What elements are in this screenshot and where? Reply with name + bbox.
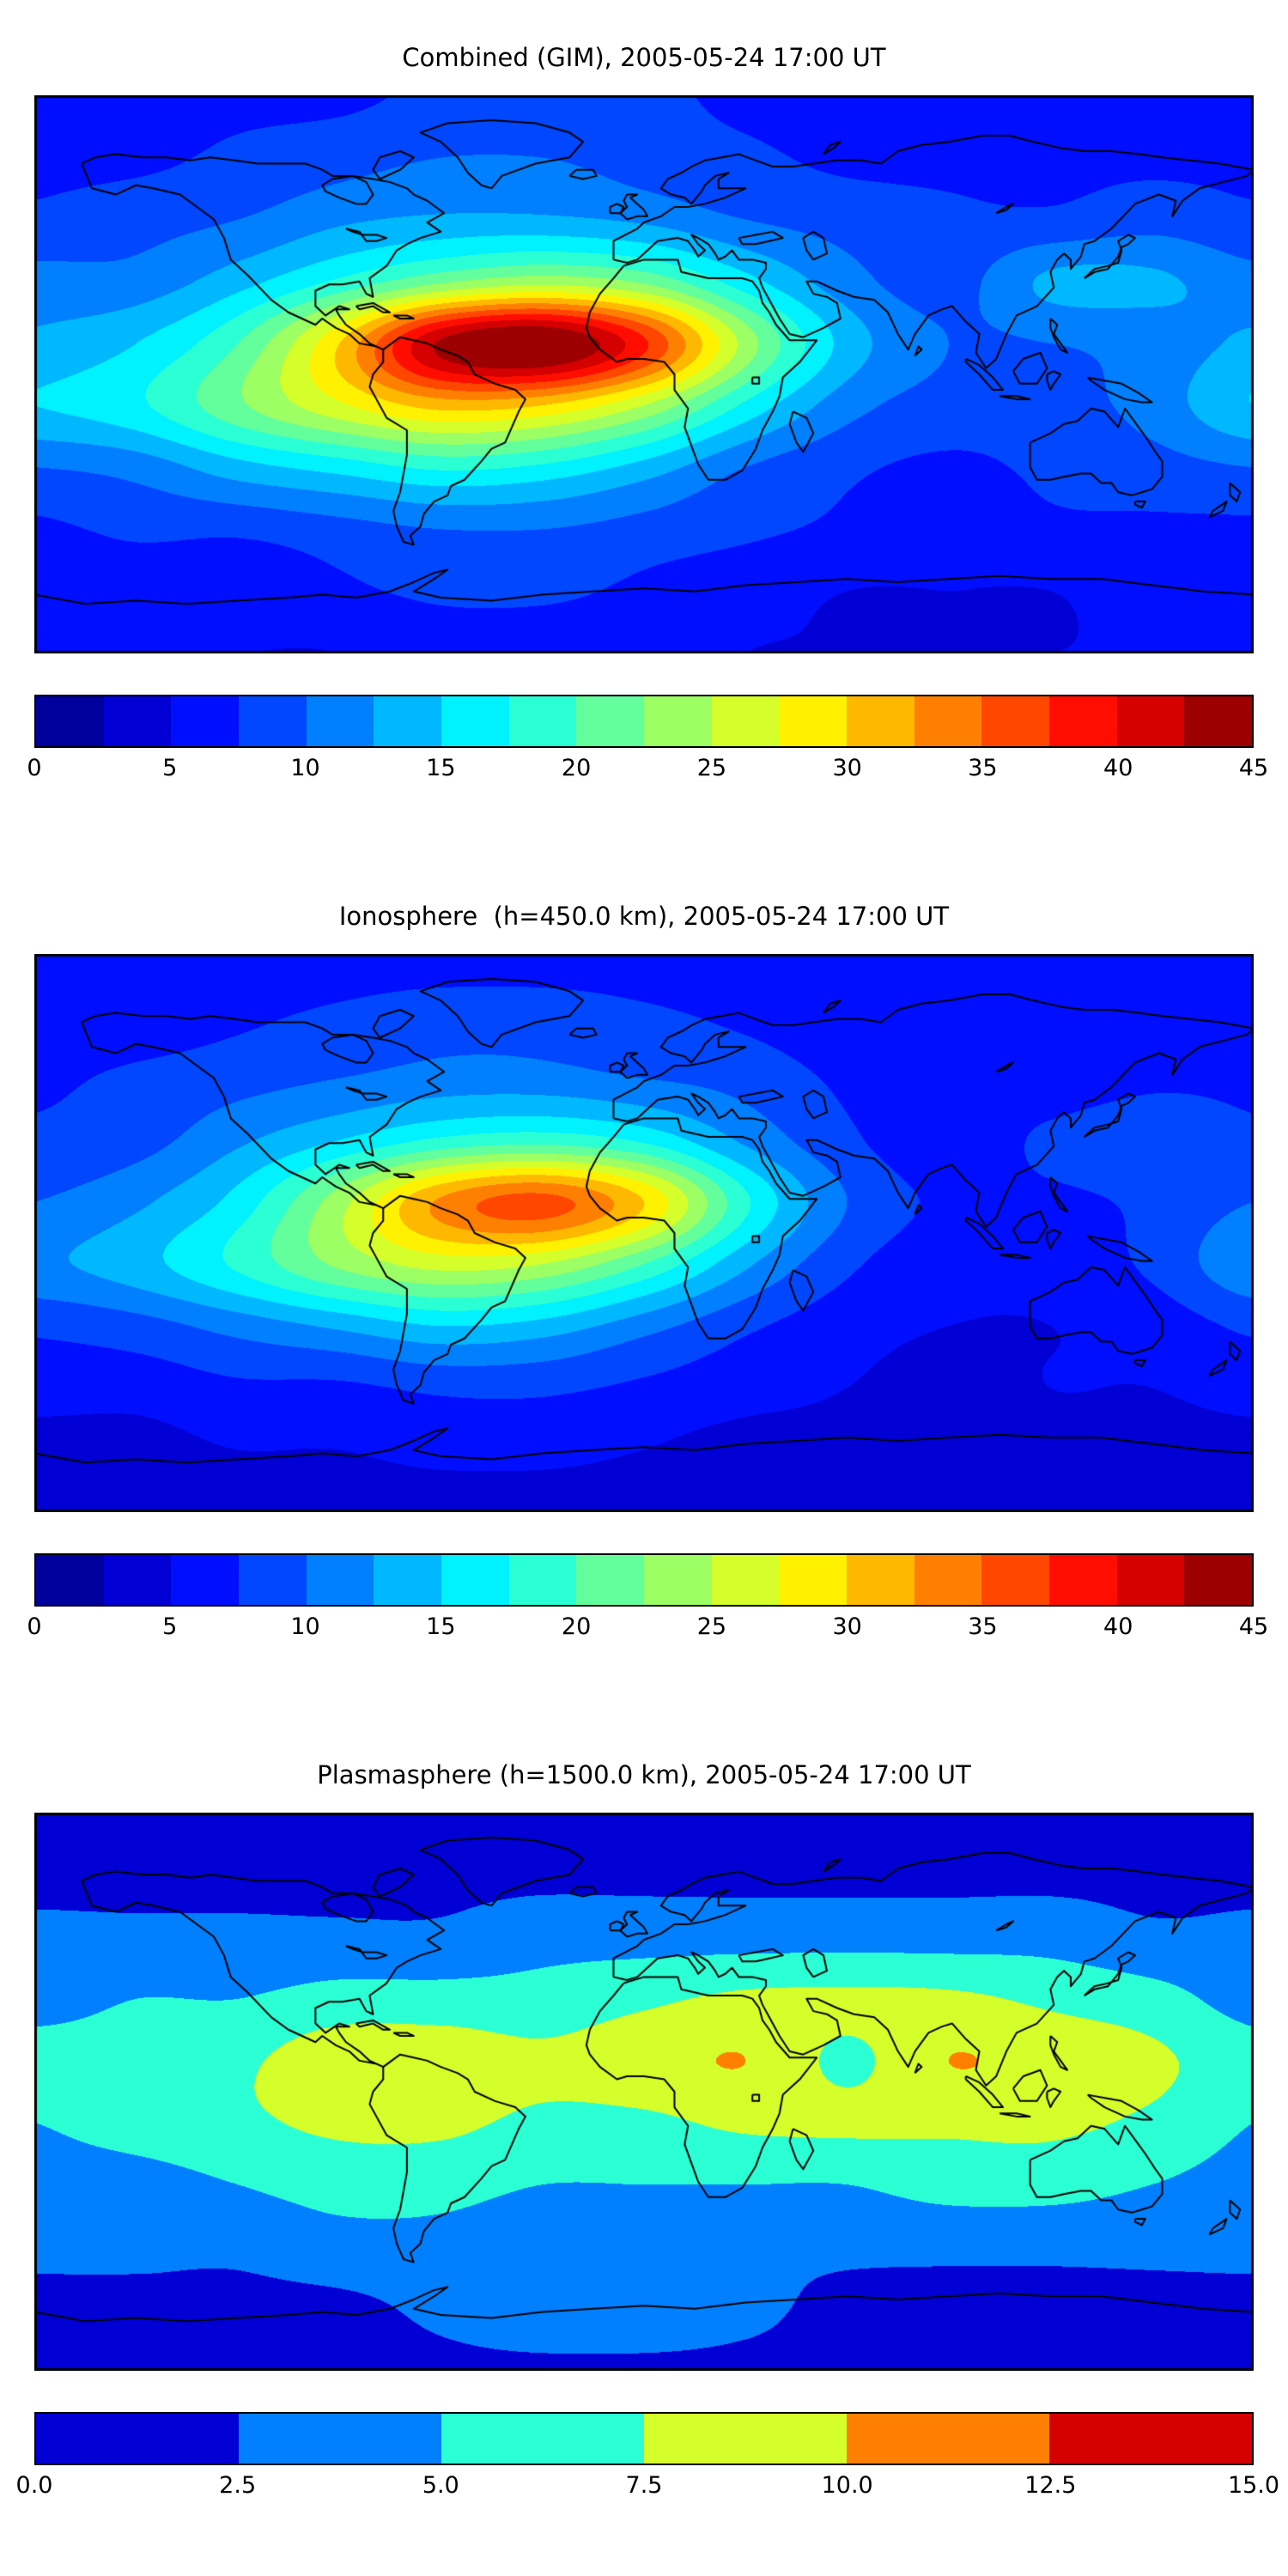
colorbar-cells [34, 1552, 1254, 1607]
colorbar-ionosphere: 0 5 10 15 20 25 30 35 40 45 [27, 1552, 1268, 1648]
colorbar-tick-label: 35 [968, 754, 998, 781]
colorbar-cell [1116, 1554, 1185, 1605]
colorbar-cell [1116, 696, 1185, 746]
colorbar-cell [1049, 2413, 1252, 2464]
colorbar-ticks: 0 5 10 15 20 25 30 35 40 45 [27, 1613, 1268, 1648]
colorbar-cell [981, 696, 1050, 746]
colorbar-tick-label: 45 [1238, 754, 1269, 781]
colorbar-cells [34, 694, 1254, 748]
map-ionosphere [34, 953, 1254, 1512]
panel-ionosphere: Ionosphere (h=450.0 km), 2005-05-24 17:0… [0, 859, 1288, 1717]
colorbar-cell [711, 696, 780, 746]
colorbar-cell [508, 696, 577, 746]
colorbar-cell [171, 696, 240, 746]
colorbar-cell [981, 1554, 1050, 1605]
colorbar-tick-label: 35 [968, 1613, 998, 1640]
colorbar-tick-label: 0 [27, 1613, 42, 1640]
colorbar-cell [36, 696, 104, 746]
colorbar-cell [374, 1554, 442, 1605]
colorbar-plasmasphere: 0.0 2.5 5.0 7.5 10.0 12.5 15.0 [16, 2411, 1280, 2506]
colorbar-ticks: 0 5 10 15 20 25 30 35 40 45 [27, 754, 1268, 789]
colorbar-cell [103, 1554, 172, 1605]
colorbar-ticks: 0.0 2.5 5.0 7.5 10.0 12.5 15.0 [16, 2471, 1280, 2506]
colorbar-combined: 0 5 10 15 20 25 30 35 40 45 [27, 694, 1268, 789]
colorbar-tick-label: 30 [832, 754, 862, 781]
colorbar-tick-label: 25 [696, 754, 727, 781]
colorbar-cell [441, 696, 509, 746]
colorbar-cell [1184, 1554, 1253, 1605]
colorbar-cell [847, 696, 914, 746]
colorbar-cell [779, 696, 848, 746]
map-canvas-ionosphere [34, 953, 1254, 1512]
colorbar-cell [239, 696, 307, 746]
colorbar-cell [306, 696, 374, 746]
colorbar-tick-label: 5 [162, 1613, 178, 1640]
colorbar-cell [644, 696, 712, 746]
colorbar-tick-label: 20 [561, 1613, 592, 1640]
colorbar-cell [711, 1554, 780, 1605]
panel-title-plasmasphere: Plasmasphere (h=1500.0 km), 2005-05-24 1… [317, 1760, 971, 1789]
colorbar-cell [847, 1554, 914, 1605]
colorbar-tick-label: 45 [1238, 1613, 1269, 1640]
colorbar-tick-label: 0.0 [15, 2471, 53, 2499]
colorbar-tick-label: 10 [290, 1613, 320, 1640]
panel-plasmasphere: Plasmasphere (h=1500.0 km), 2005-05-24 1… [0, 1717, 1288, 2576]
colorbar-cell [441, 1554, 509, 1605]
colorbar-cell [914, 696, 982, 746]
panel-title-combined: Combined (GIM), 2005-05-24 17:00 UT [402, 43, 886, 72]
colorbar-tick-label: 7.5 [625, 2471, 663, 2499]
panel-title-ionosphere: Ionosphere (h=450.0 km), 2005-05-24 17:0… [338, 902, 950, 931]
colorbar-tick-label: 15.0 [1227, 2471, 1280, 2499]
colorbar-tick-label: 25 [696, 1613, 727, 1640]
colorbar-cell [441, 2413, 644, 2464]
colorbar-cell [644, 2413, 847, 2464]
colorbar-cell [576, 1554, 645, 1605]
colorbar-tick-label: 30 [832, 1613, 862, 1640]
colorbar-cell [914, 1554, 982, 1605]
colorbar-cell [1184, 696, 1253, 746]
colorbar-cell [779, 1554, 848, 1605]
colorbar-tick-label: 0 [27, 754, 42, 781]
colorbar-tick-label: 2.5 [219, 2471, 257, 2499]
colorbar-tick-label: 5 [162, 754, 178, 781]
colorbar-cell [103, 696, 172, 746]
colorbar-cell [374, 696, 442, 746]
colorbar-cell [239, 2413, 441, 2464]
colorbar-cell [306, 1554, 374, 1605]
panel-combined: Combined (GIM), 2005-05-24 17:00 UT 0 5 10… [0, 0, 1288, 859]
map-canvas-plasmasphere [34, 1812, 1254, 2371]
colorbar-tick-label: 40 [1103, 1613, 1133, 1640]
colorbar-cell [171, 1554, 240, 1605]
colorbar-cell [1049, 1554, 1117, 1605]
colorbar-cell [644, 1554, 712, 1605]
colorbar-tick-label: 20 [561, 754, 592, 781]
colorbar-tick-label: 12.5 [1024, 2471, 1077, 2499]
colorbar-tick-label: 5.0 [422, 2471, 459, 2499]
colorbar-cell [508, 1554, 577, 1605]
colorbar-cell [847, 2413, 1049, 2464]
colorbar-cell [1049, 696, 1117, 746]
colorbar-cell [36, 2413, 239, 2464]
colorbar-cell [239, 1554, 307, 1605]
colorbar-tick-label: 40 [1103, 754, 1133, 781]
colorbar-cell [576, 696, 645, 746]
colorbar-tick-label: 10 [290, 754, 320, 781]
colorbar-cell [36, 1554, 104, 1605]
colorbar-tick-label: 10.0 [821, 2471, 873, 2499]
map-plasmasphere [34, 1812, 1254, 2371]
map-canvas-combined [34, 94, 1254, 653]
colorbar-tick-label: 15 [426, 754, 456, 781]
map-combined [34, 94, 1254, 653]
colorbar-cells [34, 2411, 1254, 2465]
colorbar-tick-label: 15 [426, 1613, 456, 1640]
